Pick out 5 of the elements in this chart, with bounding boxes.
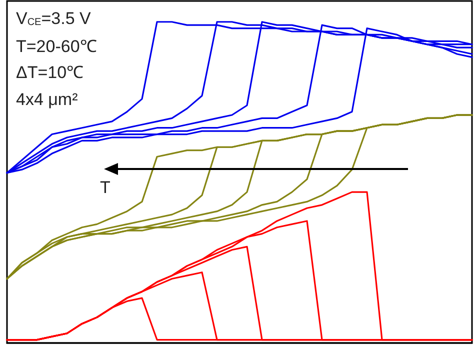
annotation: 4x4 μm²: [16, 90, 78, 109]
annotation: ΔT=10℃: [16, 63, 84, 82]
annotation: VCE=3.5 V: [16, 9, 92, 28]
annotation: T=20-60℃: [16, 37, 97, 56]
annotation: T: [100, 178, 110, 197]
